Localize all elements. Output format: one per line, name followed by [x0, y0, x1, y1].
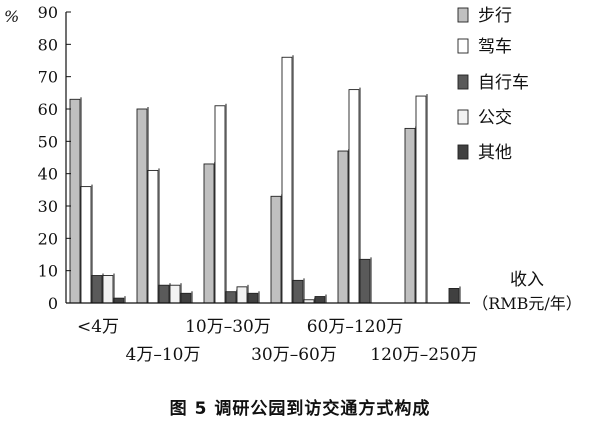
y-tick-label: 90 — [38, 3, 58, 22]
bar — [136, 108, 148, 304]
bar — [281, 56, 293, 304]
bar — [236, 286, 248, 304]
legend-swatch — [457, 74, 469, 90]
legend-swatch — [457, 7, 469, 23]
y-tick-label: 10 — [38, 262, 58, 281]
bar — [214, 105, 226, 304]
y-ticks: 0 10 20 30 40 50 60 70 80 90 — [38, 3, 71, 313]
bar-shadow — [158, 168, 160, 303]
x-tick-label: 30万–60万 — [251, 345, 337, 365]
bar-shadow — [292, 55, 294, 304]
bar — [404, 127, 416, 304]
bar — [247, 292, 259, 304]
bar-shadow — [359, 87, 361, 303]
axes — [65, 12, 470, 304]
bar-shadow — [113, 273, 115, 303]
x-axis-label: 收入 — [510, 270, 544, 290]
legend-label: 步行 — [478, 6, 512, 26]
bar — [203, 163, 215, 304]
x-tick-label: 120万–250万 — [370, 345, 477, 365]
bar-shadow — [91, 184, 93, 303]
y-tick-label: 70 — [38, 68, 58, 87]
legend-label: 公交 — [478, 108, 512, 128]
legend-label: 自行车 — [478, 73, 529, 93]
bar — [337, 150, 349, 304]
y-tick-label: 80 — [38, 35, 58, 54]
bar — [270, 195, 282, 304]
bar — [147, 169, 159, 304]
bar-shadow — [258, 291, 260, 303]
bar — [292, 279, 304, 304]
bar-shadow — [191, 291, 193, 303]
bar — [348, 89, 360, 304]
y-tick-label: 60 — [38, 100, 58, 119]
y-unit-label: % — [4, 7, 19, 26]
x-tick-label: 4万–10万 — [126, 345, 201, 365]
bar — [158, 284, 170, 304]
legend-swatch — [457, 144, 469, 160]
bar-shadow — [370, 257, 372, 303]
bar — [113, 297, 125, 304]
bar — [314, 296, 326, 304]
y-tick-label: 50 — [38, 132, 58, 151]
legend-swatch — [457, 109, 469, 125]
bar-shadow — [426, 94, 428, 303]
x-tick-label: 10万–30万 — [185, 317, 271, 337]
bar — [80, 186, 92, 304]
y-tick-label: 20 — [38, 229, 58, 248]
figure-caption: 图 5 调研公园到访交通方式构成 — [169, 399, 431, 419]
legend-label: 驾车 — [478, 37, 512, 57]
bar — [448, 288, 460, 304]
bar — [180, 292, 192, 304]
bar — [415, 95, 427, 304]
y-tick-label: 0 — [48, 294, 58, 313]
y-tick-label: 40 — [38, 165, 58, 184]
bar — [91, 275, 103, 304]
x-tick-label: <4万 — [77, 317, 119, 337]
bar-shadow — [124, 296, 126, 303]
legend-label: 其他 — [478, 143, 512, 163]
x-tick-labels: <4万 4万–10万 10万–30万 30万–60万 60万–120万 120万–250万 — [77, 317, 478, 365]
bar — [102, 275, 114, 304]
bar-shadow — [225, 103, 227, 304]
bar — [69, 98, 81, 304]
bar-shadow — [303, 278, 305, 303]
bar-shadow — [325, 294, 327, 303]
y-tick-label: 30 — [38, 197, 58, 216]
x-tick-label: 60万–120万 — [307, 317, 404, 337]
x-axis-unit-label: （RMB元/年） — [472, 294, 582, 313]
legend-swatch — [457, 38, 469, 54]
bar-group — [69, 55, 461, 304]
bar-shadow — [459, 286, 461, 303]
bar — [225, 291, 237, 304]
bar — [169, 284, 181, 304]
bar — [359, 258, 371, 304]
